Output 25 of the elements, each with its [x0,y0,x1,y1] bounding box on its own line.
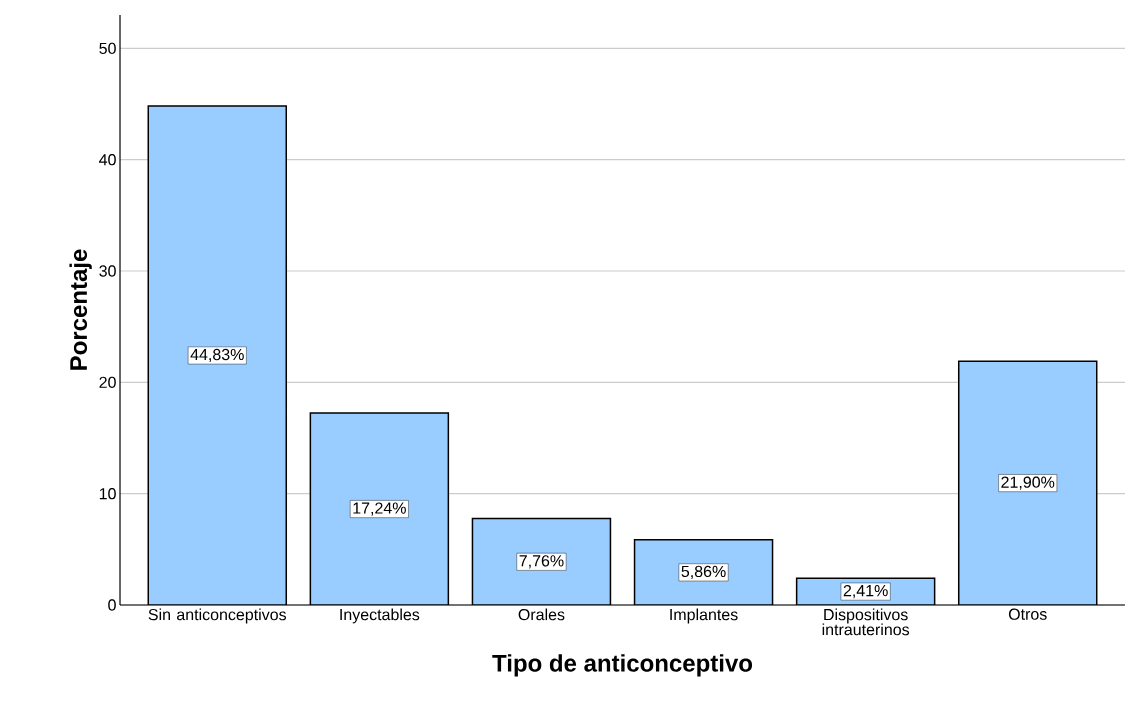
y-axis-title: Porcentaje [69,249,92,370]
bar [957,360,1098,605]
y-tick-label: 40 [99,154,116,166]
x-tick-label: Otros [1008,608,1047,620]
data-label: 7,76% [519,555,564,569]
x-tick-label: Implantes [670,608,738,624]
y-tick-label: 20 [99,376,116,389]
data-label: 2,41% [843,584,888,599]
x-tick-label: Dispositivos intrauterinos [822,608,910,636]
y-tick-label: 0 [108,599,116,611]
bar [633,539,774,605]
bar [309,412,450,605]
data-label: 17,24% [353,502,406,516]
x-axis-title: Tipo de anticonceptivo [492,654,753,677]
x-tick-label: Orales [518,608,565,621]
data-label: 5,86% [681,565,726,579]
bar [147,105,288,605]
x-tick-label: Inyectables [340,608,420,624]
data-label: 44,83% [190,348,244,363]
y-tick-label: 30 [99,265,116,277]
data-label: 21,90% [1001,476,1055,490]
x-tick-label: Sin anticonceptivos [148,608,287,624]
y-tick-label: 50 [99,42,116,55]
y-tick-label: 10 [99,488,116,500]
bar [471,517,612,605]
